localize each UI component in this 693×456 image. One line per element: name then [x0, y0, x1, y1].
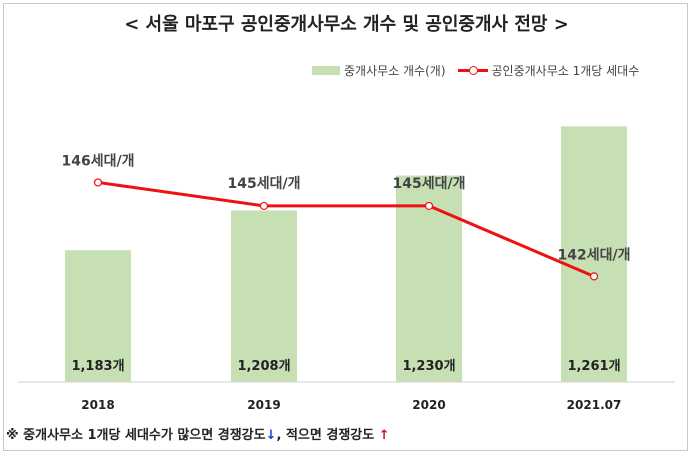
line-point	[424, 201, 434, 211]
legend: 중개사무소 개수(개) 공인중개사무소 1개당 세대수	[312, 62, 651, 78]
chart-frame	[3, 3, 688, 451]
line-value-label: 146세대/개	[62, 153, 135, 169]
bar-value-label: 1,183개	[71, 359, 124, 374]
line-series	[97, 180, 595, 278]
legend-item-line: 공인중개사무소 1개당 세대수	[457, 62, 640, 79]
x-tick-label: 2018	[81, 398, 114, 412]
line-value-label: 145세대/개	[228, 176, 301, 192]
down-arrow-icon: ↓	[265, 428, 277, 443]
footnote-text-1: ※ 중개사무소 1개당 세대수가 많으면 경쟁강도	[6, 428, 266, 443]
line-point	[589, 272, 599, 281]
line-point	[259, 201, 269, 211]
footnote: ※ 중개사무소 1개당 세대수가 많으면 경쟁강도↓, 적으면 경쟁강도 ↑	[6, 424, 390, 443]
x-tick-label: 2020	[412, 398, 445, 412]
line-value-label: 145세대/개	[393, 176, 466, 192]
chart-title: < 서울 마포구 공인중개사무소 개수 및 공인중개사 전망 >	[124, 14, 569, 35]
legend-item-bar: 중개사무소 개수(개)	[312, 62, 446, 79]
legend-line-label: 공인중개사무소 1개당 세대수	[491, 63, 640, 78]
up-arrow-icon: ↑	[378, 428, 390, 443]
legend-bar-label: 중개사무소 개수(개)	[344, 63, 446, 78]
x-tick-label: 2019	[247, 398, 280, 412]
line-point	[93, 178, 103, 187]
bar-value-label: 1,261개	[567, 359, 620, 374]
legend-bar-swatch	[312, 65, 340, 75]
legend-line-swatch	[457, 63, 488, 77]
bar-value-label: 1,208개	[237, 359, 290, 374]
bar-value-label: 1,230개	[402, 359, 455, 374]
bar-2018	[65, 250, 131, 382]
x-tick-label: 2021.07	[567, 398, 622, 412]
bar-2019	[231, 210, 297, 382]
line-value-label: 142세대/개	[558, 247, 631, 263]
footnote-text-2: , 적으면 경쟁강도	[276, 428, 375, 443]
bar-2021.07	[561, 126, 627, 382]
